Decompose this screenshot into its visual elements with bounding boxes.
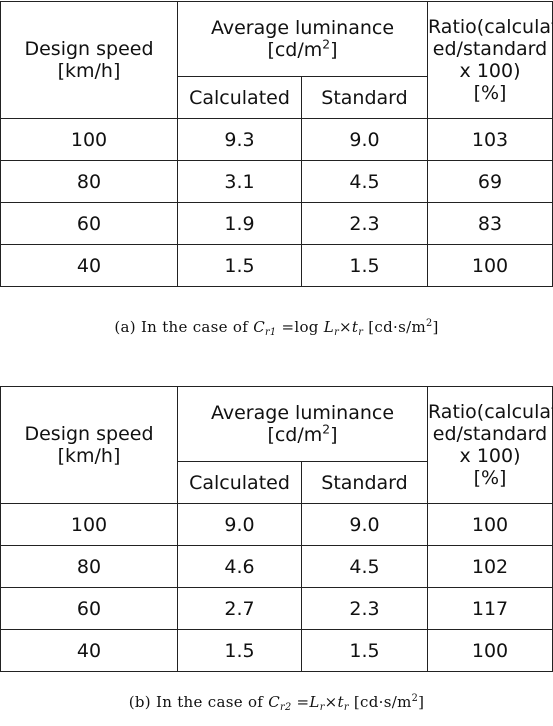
table-row: 60 1.9 2.3 83 <box>0 202 553 245</box>
ratio-cell: 103 <box>427 118 553 161</box>
calculated-cell: 9.0 <box>177 503 302 546</box>
table-row: 80 3.1 4.5 69 <box>0 160 553 203</box>
header-average-luminance: Average luminance [cd/m2] <box>176 386 429 462</box>
header-design-speed: Design speed [km/h] <box>0 386 178 504</box>
speed-cell: 60 <box>0 202 178 245</box>
ratio-cell: 83 <box>427 202 553 245</box>
speed-cell: 60 <box>0 587 178 630</box>
caption-a: (a) In the case of Cr1 =log Lr×tr [cd·s/… <box>114 318 439 338</box>
ratio-cell: 69 <box>427 160 553 203</box>
caption-b: (b) In the case of Cr2 =Lr×tr [cd·s/m2] <box>128 693 425 713</box>
calculated-cell: 4.6 <box>177 545 302 588</box>
ratio-cell: 102 <box>427 545 553 588</box>
header-ratio: Ratio(calculat ed/standard x 100) [%] <box>427 386 553 504</box>
calculated-cell: 9.3 <box>177 118 302 161</box>
standard-cell: 1.5 <box>300 244 429 287</box>
calculated-cell: 1.9 <box>177 202 302 245</box>
table-row: 60 2.7 2.3 117 <box>0 587 553 630</box>
standard-cell: 4.5 <box>300 545 429 588</box>
ratio-cell: 100 <box>427 244 553 287</box>
calculated-cell: 1.5 <box>177 244 302 287</box>
luminance-table-a: Design speed [km/h] Average luminance [c… <box>0 1 553 287</box>
table-row: 100 9.0 9.0 100 <box>0 503 553 546</box>
header-design-speed: Design speed [km/h] <box>0 1 178 119</box>
header-ratio: Ratio(calculat ed/standard x 100) [%] <box>427 1 553 119</box>
speed-cell: 100 <box>0 503 178 546</box>
standard-cell: 1.5 <box>300 629 429 672</box>
header-standard: Standard <box>300 461 429 504</box>
luminance-table-b: Design speed [km/h] Average luminance [c… <box>0 386 553 672</box>
calculated-cell: 3.1 <box>177 160 302 203</box>
ratio-cell: 117 <box>427 587 553 630</box>
standard-cell: 9.0 <box>300 503 429 546</box>
header-average-luminance: Average luminance [cd/m2] <box>176 1 429 77</box>
standard-cell: 4.5 <box>300 160 429 203</box>
standard-cell: 2.3 <box>300 202 429 245</box>
calculated-cell: 1.5 <box>177 629 302 672</box>
ratio-cell: 100 <box>427 503 553 546</box>
table-row: 100 9.3 9.0 103 <box>0 118 553 161</box>
speed-cell: 80 <box>0 160 178 203</box>
table-row: 80 4.6 4.5 102 <box>0 545 553 588</box>
speed-cell: 80 <box>0 545 178 588</box>
speed-cell: 100 <box>0 118 178 161</box>
calculated-cell: 2.7 <box>177 587 302 630</box>
speed-cell: 40 <box>0 629 178 672</box>
header-standard: Standard <box>300 76 429 119</box>
table-row: 40 1.5 1.5 100 <box>0 244 553 287</box>
table-row: 40 1.5 1.5 100 <box>0 629 553 672</box>
ratio-cell: 100 <box>427 629 553 672</box>
standard-cell: 2.3 <box>300 587 429 630</box>
header-calculated: Calculated <box>177 461 302 504</box>
standard-cell: 9.0 <box>300 118 429 161</box>
header-calculated: Calculated <box>177 76 302 119</box>
speed-cell: 40 <box>0 244 178 287</box>
